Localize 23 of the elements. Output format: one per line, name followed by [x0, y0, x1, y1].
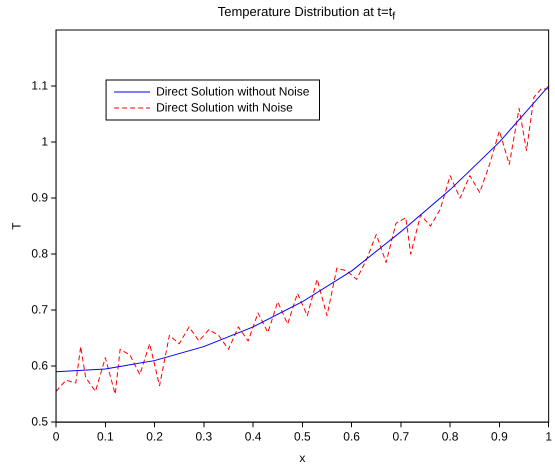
y-axis-title: T [10, 222, 24, 230]
y-tick-label: 0.9 [31, 190, 48, 204]
x-tick-label: 0.2 [146, 430, 164, 444]
x-tick-label: 0.3 [196, 430, 213, 444]
y-tick-label: 1.1 [31, 78, 48, 92]
x-tick-label: 0.5 [294, 430, 312, 444]
legend-label: Direct Solution without Noise [156, 84, 310, 98]
x-tick-label: 0.7 [392, 430, 410, 444]
x-tick-label: 1 [545, 430, 552, 444]
x-tick-label: 0.6 [343, 430, 360, 444]
x-tick-label: 0.1 [96, 430, 114, 444]
y-tick-label: 1 [41, 134, 48, 148]
y-tick-label: 0.8 [31, 246, 48, 260]
y-tick-label: 0.7 [31, 302, 48, 316]
x-tick-label: 0.4 [244, 430, 262, 444]
x-tick-label: 0.9 [491, 430, 508, 444]
legend-label: Direct Solution with Noise [156, 100, 294, 114]
x-axis-title: x [299, 451, 306, 466]
y-tick-label: 0.6 [31, 358, 48, 372]
y-tick-label: 0.5 [31, 414, 48, 429]
x-tick-label: 0 [52, 430, 60, 444]
x-tick-label: 0.8 [442, 430, 459, 444]
chart-title: Temperature Distribution at t=t$_{f}$ [216, 4, 396, 23]
